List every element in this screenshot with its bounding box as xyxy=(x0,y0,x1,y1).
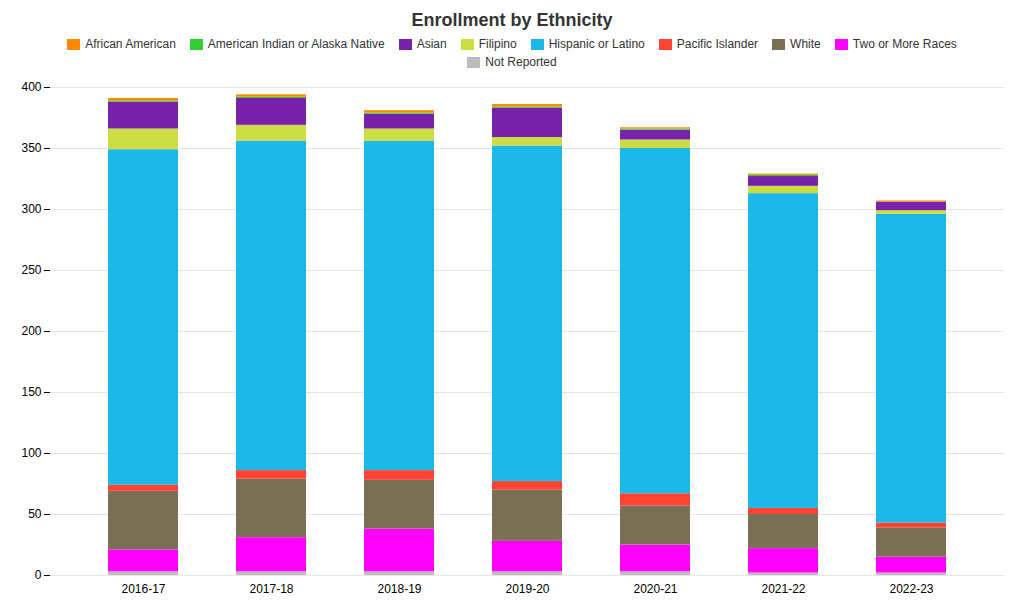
html-text:Enrollment by Ethnicity: Enrollment by Ethnicity xyxy=(411,10,613,30)
svg-text:2022-23: 2022-23 xyxy=(889,582,933,596)
svg-text:2019-20: 2019-20 xyxy=(505,582,549,596)
svg-text:0: 0 xyxy=(35,568,42,582)
html-text:Filipino: Filipino xyxy=(478,37,517,51)
svg-text:50: 50 xyxy=(28,507,42,521)
html-text:White: White xyxy=(790,37,821,51)
svg-text:2017-18: 2017-18 xyxy=(249,582,293,596)
html-text:Hispanic or Latino: Hispanic or Latino xyxy=(548,37,645,51)
svg-text:100: 100 xyxy=(21,446,41,460)
html-text:American Indian or Alaska Nati: American Indian or Alaska Native xyxy=(207,37,385,51)
html-text:Pacific Islander: Pacific Islander xyxy=(676,37,759,51)
html-text:Asian: Asian xyxy=(416,37,447,51)
svg-text:2018-19: 2018-19 xyxy=(377,582,421,596)
svg-text:300: 300 xyxy=(21,202,41,216)
svg-text:2021-22: 2021-22 xyxy=(761,582,805,596)
html-text:Not Reported: Not Reported xyxy=(485,55,557,69)
svg-text:250: 250 xyxy=(21,263,41,277)
html-text:African American: African American xyxy=(85,37,176,51)
svg-text:150: 150 xyxy=(21,385,41,399)
svg-text:350: 350 xyxy=(21,141,41,155)
svg-text:400: 400 xyxy=(21,80,41,94)
svg-text:2016-17: 2016-17 xyxy=(121,582,165,596)
svg-text:200: 200 xyxy=(21,324,41,338)
html-text:Two or More Races: Two or More Races xyxy=(852,37,957,51)
svg-text:2020-21: 2020-21 xyxy=(633,582,677,596)
